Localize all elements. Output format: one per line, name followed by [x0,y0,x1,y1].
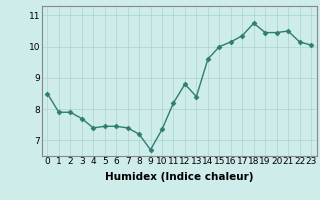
X-axis label: Humidex (Indice chaleur): Humidex (Indice chaleur) [105,172,253,182]
